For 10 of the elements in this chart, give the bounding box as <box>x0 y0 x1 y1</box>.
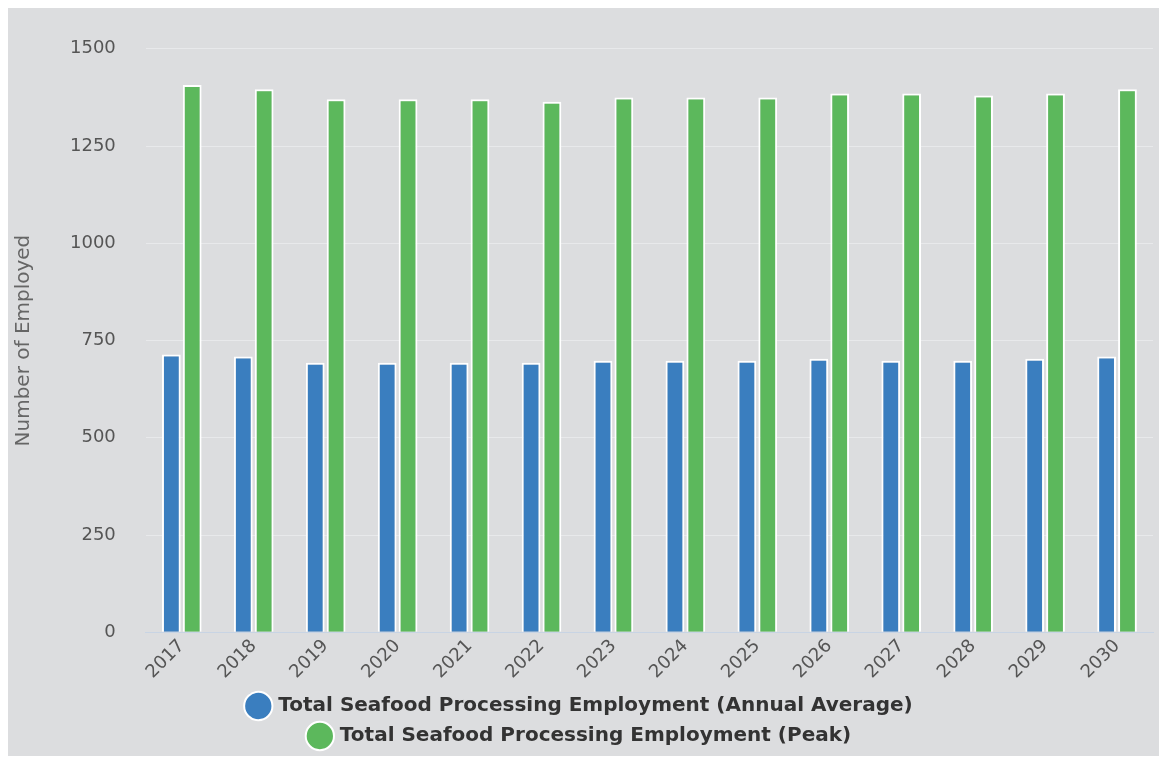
legend-label: Total Seafood Processing Employment (Peak) <box>339 722 852 747</box>
y-tick-label: 0 <box>104 620 116 642</box>
legend-label: Total Seafood Processing Employment (Annual Average) <box>278 692 913 717</box>
y-tick-label: 250 <box>81 522 116 544</box>
y-tick-label: 1500 <box>70 36 116 58</box>
y-tick-label: 750 <box>81 328 116 350</box>
y-tick-label: 1250 <box>70 133 116 155</box>
y-axis-title: Number of Employed <box>10 234 35 447</box>
y-tick-label: 500 <box>81 425 116 447</box>
y-tick-label: 1000 <box>70 230 116 252</box>
